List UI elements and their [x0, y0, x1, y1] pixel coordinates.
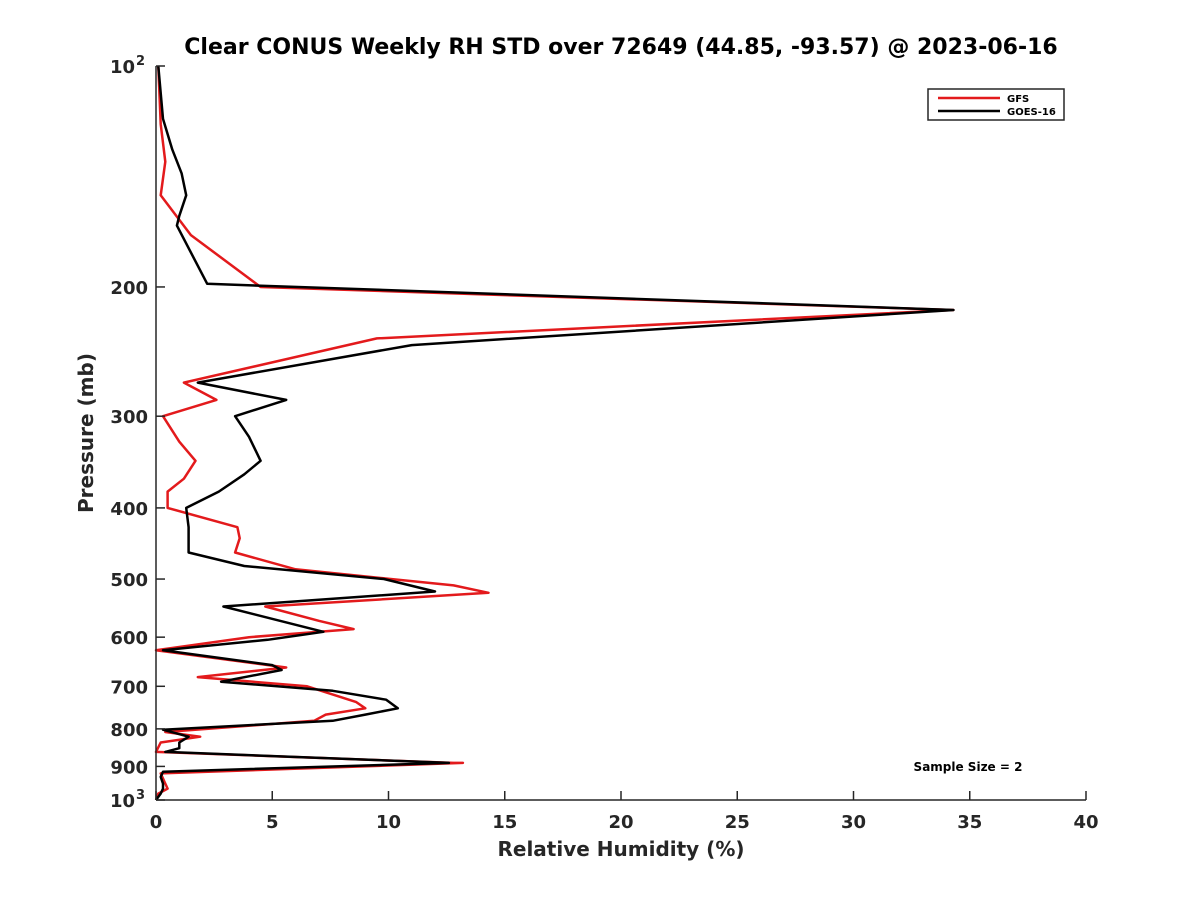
- x-axis-label: Relative Humidity (%): [497, 837, 744, 861]
- y-tick-exponent: 3: [136, 788, 145, 803]
- x-tick-label: 20: [608, 812, 633, 833]
- chart-title: Clear CONUS Weekly RH STD over 72649 (44…: [184, 35, 1057, 60]
- x-tick-label: 15: [492, 812, 517, 833]
- series-line-goes-16: [154, 65, 955, 801]
- x-tick-label: 35: [957, 812, 982, 833]
- y-tick-label: 500: [110, 570, 148, 591]
- legend: GFS GOES-16: [927, 88, 1065, 121]
- legend-label: GOES-16: [1007, 107, 1056, 118]
- sample-size-annotation: Sample Size = 2: [914, 760, 1023, 774]
- x-tick-label: 30: [841, 812, 866, 833]
- y-tick-exponent: 2: [136, 54, 145, 69]
- x-tick-label: 10: [376, 812, 401, 833]
- legend-label: GFS: [1007, 94, 1029, 105]
- y-tick-label: 200: [110, 278, 148, 299]
- axes: [155, 66, 1086, 801]
- y-tick-label: 10: [110, 57, 135, 78]
- x-tick-label: 5: [266, 812, 279, 833]
- x-tick-label: 25: [725, 812, 750, 833]
- y-tick-label: 700: [110, 677, 148, 698]
- x-axis-ticks: 0 5 10 15 20 25 30 35 40: [150, 791, 1099, 833]
- y-tick-label: 300: [110, 407, 148, 428]
- series-line-gfs: [154, 65, 955, 801]
- y-tick-label: 10: [110, 791, 135, 812]
- x-tick-label: 0: [150, 812, 163, 833]
- y-tick-label: 900: [110, 757, 148, 778]
- x-tick-label: 40: [1073, 812, 1098, 833]
- y-tick-label: 800: [110, 720, 148, 741]
- y-tick-label: 400: [110, 499, 148, 520]
- legend-box: [927, 88, 1065, 121]
- y-tick-label: 600: [110, 628, 148, 649]
- y-axis-label: Pressure (mb): [74, 353, 98, 513]
- plot-lines: [154, 65, 955, 801]
